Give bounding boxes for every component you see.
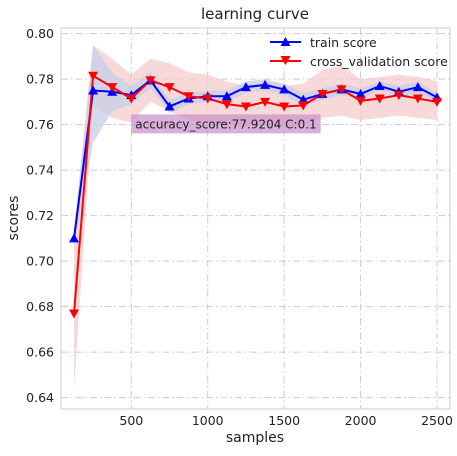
x-tick-label: 2000 — [345, 413, 377, 428]
x-tick-label: 500 — [119, 413, 143, 428]
train-point — [68, 233, 79, 243]
annotation-background — [131, 114, 321, 134]
y-tick-label: 0.72 — [26, 208, 54, 223]
cv-point — [126, 94, 137, 104]
cv-point — [298, 101, 309, 111]
train-point — [240, 82, 251, 92]
train-point — [88, 85, 99, 95]
train-point — [374, 81, 385, 91]
cv-point — [88, 71, 99, 81]
annotation-box: accuracy_score:77.9204 C:0.1 — [131, 114, 321, 134]
x-axis-label: samples — [226, 430, 284, 446]
cv-point — [183, 92, 194, 102]
y-tick-label: 0.64 — [26, 390, 54, 405]
y-tick-label: 0.68 — [26, 299, 54, 314]
cv-point — [412, 94, 423, 104]
cv-point — [202, 94, 213, 104]
y-axis-label: scores — [6, 196, 22, 241]
legend-cv-label: cross_validation score — [310, 54, 448, 69]
cv-point — [68, 309, 79, 319]
cv-point — [164, 83, 175, 93]
cv-point — [374, 94, 385, 104]
x-tick-label: 1000 — [192, 413, 224, 428]
cv-point — [355, 96, 366, 106]
legend-cv-marker — [280, 56, 291, 65]
y-tick-label: 0.66 — [26, 345, 54, 360]
cv-point — [145, 76, 156, 86]
cv-point — [107, 83, 118, 93]
y-tick-label: 0.80 — [26, 26, 54, 41]
x-axis-ticks: 500 1000 1500 2000 2500 — [119, 413, 453, 428]
y-tick-label: 0.78 — [26, 72, 54, 87]
y-axis-ticks: 0.64 0.66 0.68 0.70 0.72 0.74 0.76 0.78 0.80 — [26, 26, 54, 405]
x-tick-label: 1500 — [268, 413, 300, 428]
y-tick-label: 0.70 — [26, 254, 54, 269]
train-point — [412, 82, 423, 92]
y-tick-label: 0.76 — [26, 117, 54, 132]
train-point — [221, 91, 232, 101]
train-point — [260, 79, 271, 89]
legend-train-marker — [280, 37, 291, 46]
train-point — [164, 101, 175, 111]
train-point — [355, 88, 366, 98]
cv-point — [240, 102, 251, 112]
cv-point — [393, 91, 404, 101]
x-tick-label: 2500 — [421, 413, 453, 428]
cv-point — [432, 97, 443, 107]
chart-title: learning curve — [201, 5, 309, 23]
annotation-text: accuracy_score:77.9204 C:0.1 — [135, 117, 316, 131]
y-tick-label: 0.74 — [26, 163, 54, 178]
cv-point — [260, 97, 271, 107]
cv-point — [336, 85, 347, 95]
series-markers — [68, 71, 443, 319]
plot-area — [60, 27, 451, 410]
band-train — [73, 45, 438, 248]
legend-train-label: train score — [310, 35, 377, 50]
train-point — [279, 84, 290, 94]
cv-point — [279, 102, 290, 112]
cv-point — [317, 89, 328, 99]
legend: train score cross_validation score — [270, 35, 448, 69]
cv-point — [221, 100, 232, 110]
variance-bands — [73, 45, 438, 389]
